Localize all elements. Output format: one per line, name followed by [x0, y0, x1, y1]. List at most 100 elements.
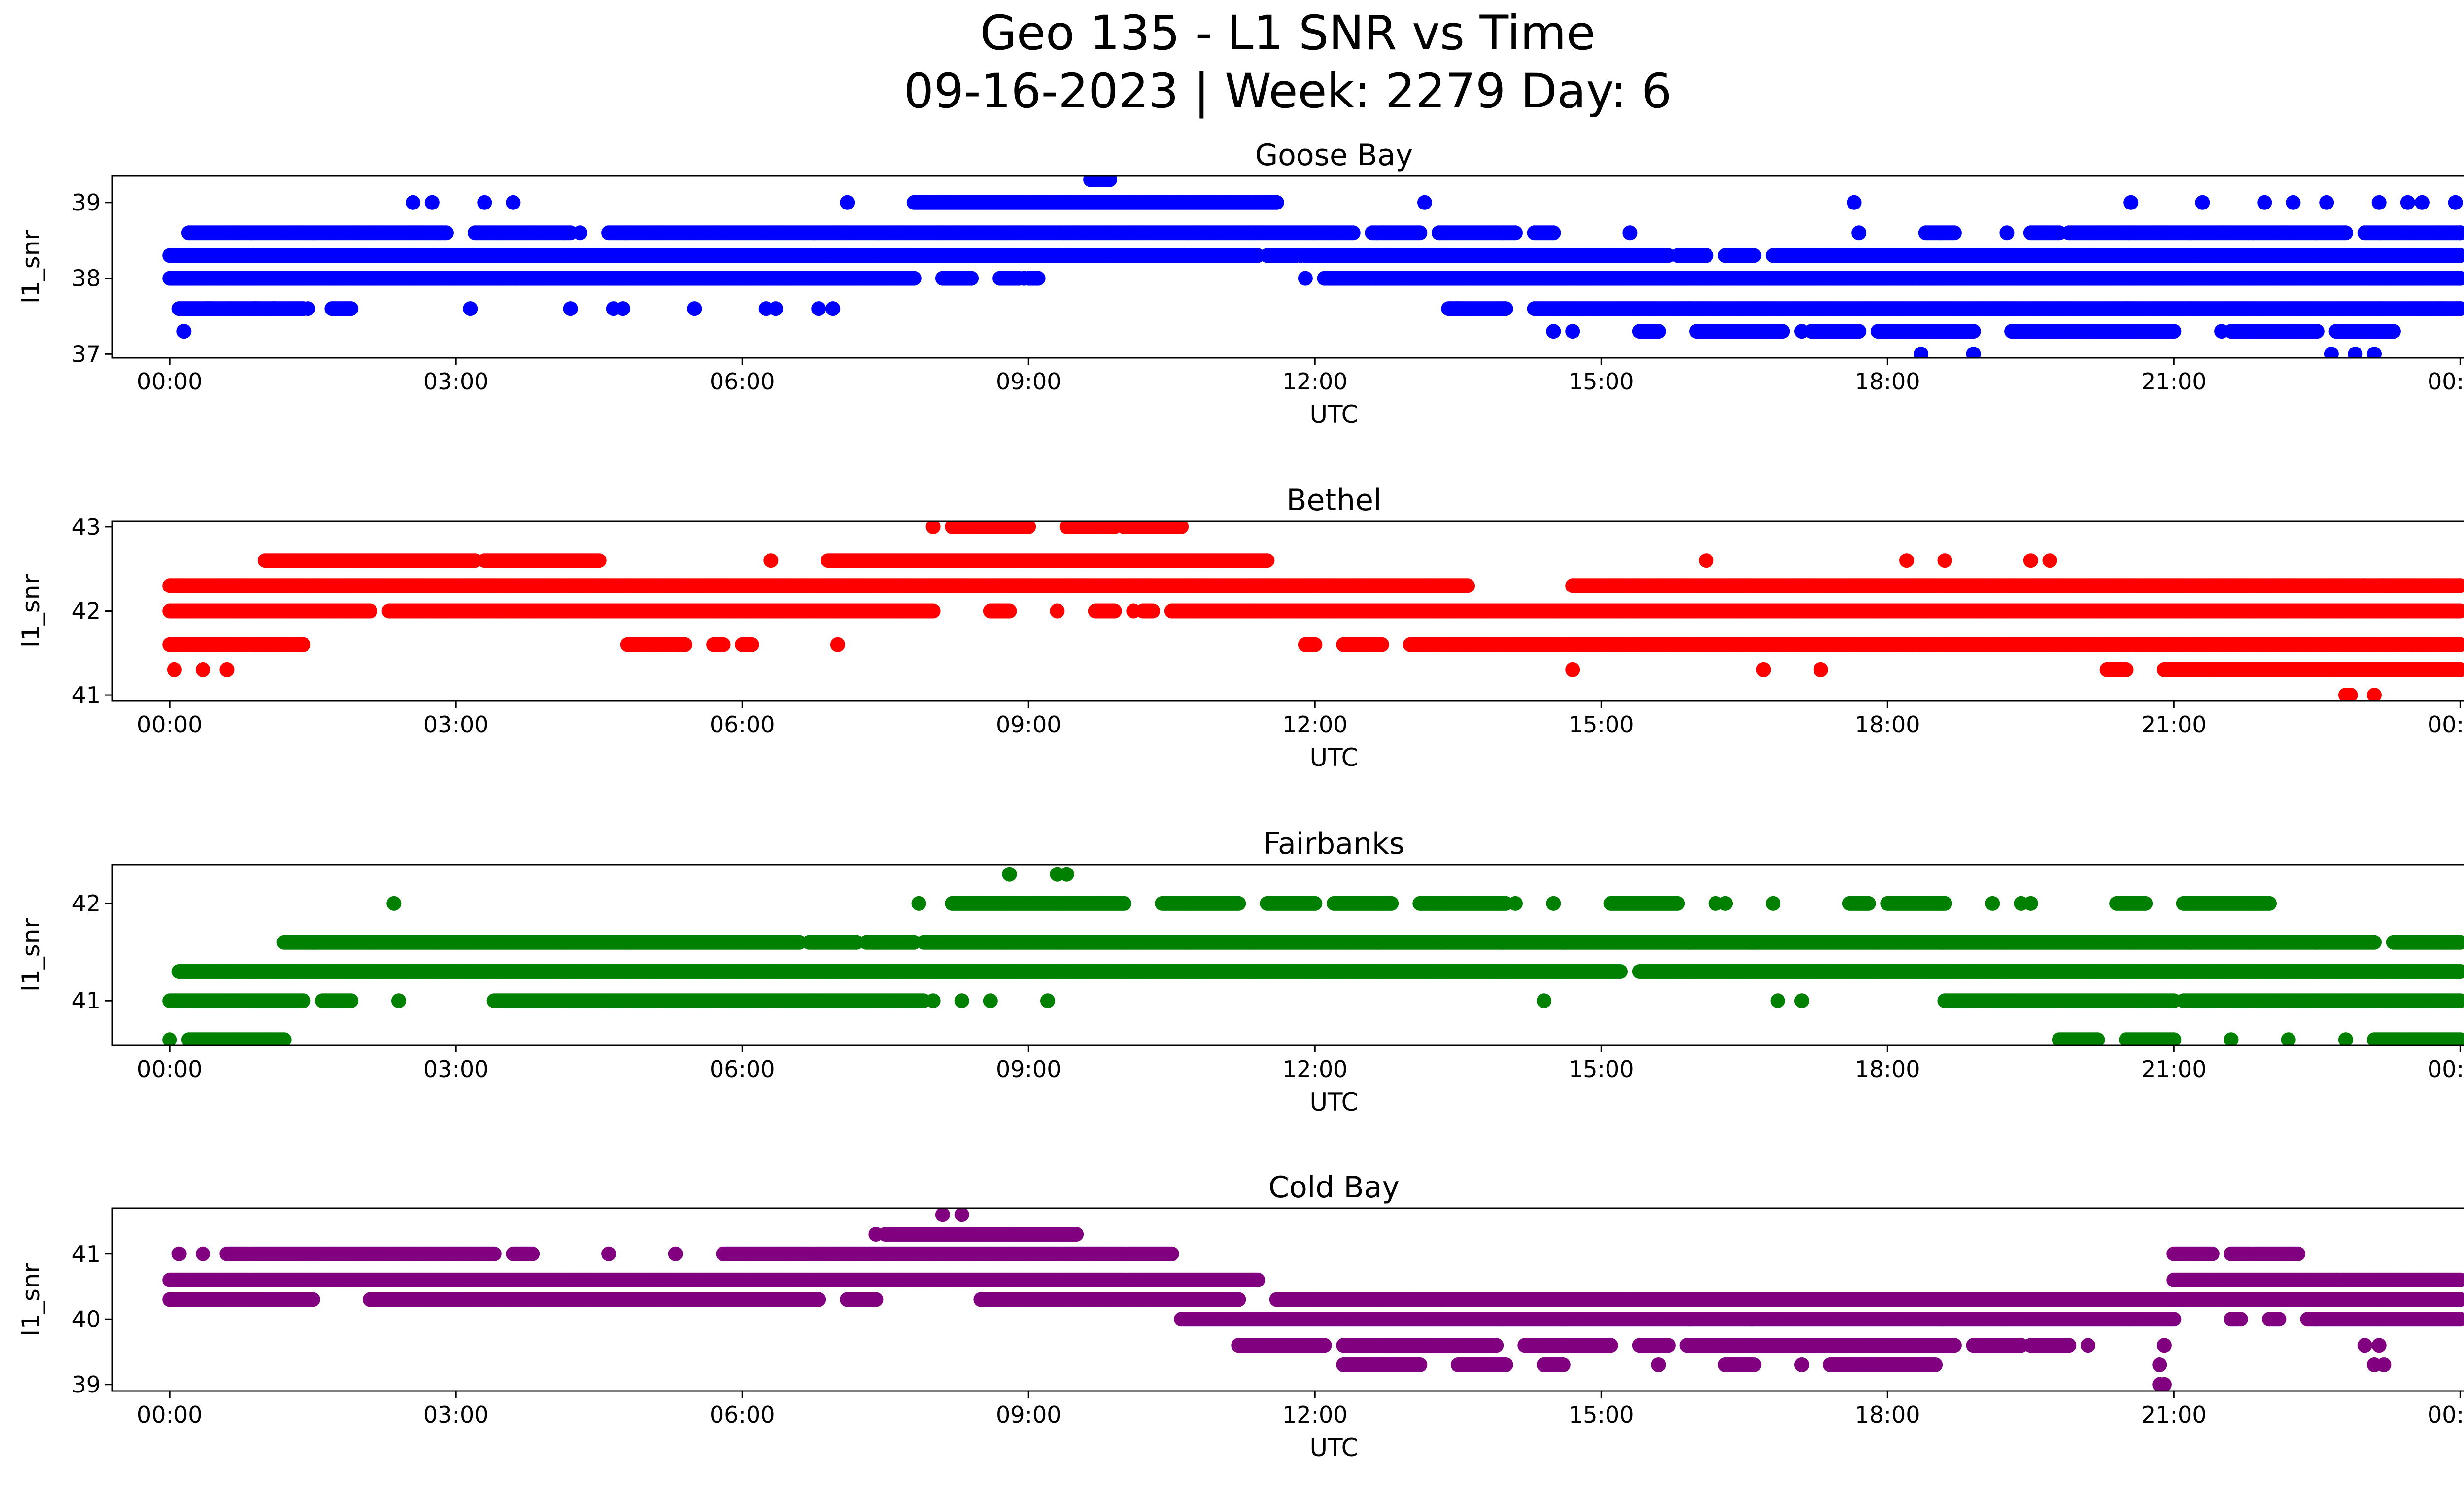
data-point: [1651, 324, 1666, 339]
data-point: [1293, 248, 1308, 263]
data-point: [1145, 603, 1160, 619]
data-point: [2386, 324, 2401, 339]
x-tick-label: 12:00: [1282, 368, 1348, 395]
data-point: [840, 195, 855, 210]
data-point: [1966, 347, 1981, 358]
data-point: [176, 324, 192, 339]
data-point: [1851, 324, 1867, 339]
panel-title: Goose Bay: [1255, 138, 1413, 173]
data-point: [2214, 324, 2229, 339]
panel-0: Goose Bay 00:00 03:00 06:00 09:00 12:00 15:00 1…: [17, 138, 2464, 429]
data-point: [925, 603, 941, 619]
x-tick-label: 09:00: [996, 368, 1061, 395]
x-tick-label: 00:00: [137, 368, 203, 395]
data-point: [1999, 225, 2015, 241]
data-point: [2195, 195, 2210, 210]
data-point: [248, 301, 263, 316]
x-tick-label: 00:00: [2428, 368, 2464, 395]
data-point: [1847, 195, 1862, 210]
data-point: [1102, 176, 1117, 187]
data-point: [1269, 195, 1284, 210]
data-point: [406, 195, 421, 210]
data-point: [2453, 271, 2464, 286]
data-point: [825, 301, 841, 316]
data-point: [687, 301, 702, 316]
data-point: [477, 195, 492, 210]
data-point: [424, 195, 440, 210]
data-point: [1794, 324, 1809, 339]
x-tick-label: 15:00: [1569, 368, 1634, 395]
data-point: [1775, 324, 1790, 339]
data-point: [362, 603, 377, 619]
data-point: [2286, 195, 2301, 210]
data-point: [616, 301, 631, 316]
data-point: [1417, 195, 1432, 210]
data-point: [1546, 225, 1561, 241]
data-point: [343, 301, 359, 316]
data-point: [1345, 225, 1361, 241]
point-band: [181, 225, 2464, 241]
data-point: [1951, 324, 1967, 339]
data-point: [811, 301, 826, 316]
data-point: [1450, 301, 1466, 316]
point-band: [162, 248, 2464, 263]
data-point: [1016, 271, 1031, 286]
scatter-points: [162, 521, 2464, 701]
data-point: [563, 301, 578, 316]
data-point: [267, 301, 282, 316]
data-point: [2348, 347, 2363, 358]
data-point: [2309, 324, 2325, 339]
x-tick-label: 18:00: [1855, 368, 1920, 395]
figure-title-line2: 09-16-2023 | Week: 2279 Day: 6: [904, 64, 1672, 119]
data-point: [439, 225, 454, 241]
point-band: [171, 301, 2464, 316]
data-point: [1565, 324, 1580, 339]
data-point: [2281, 324, 2296, 339]
data-point: [2123, 195, 2139, 210]
data-point: [573, 225, 587, 241]
data-point: [1966, 324, 1981, 339]
figure-title-line1: Geo 135 - L1 SNR vs Time: [980, 5, 1596, 61]
data-point: [1298, 271, 1313, 286]
data-point: [2257, 195, 2272, 210]
panels: Goose Bay 00:00 03:00 06:00 09:00 12:00 15:00 1…: [17, 138, 2464, 1462]
data-point: [768, 301, 783, 316]
point-band: [906, 195, 1284, 210]
scatter-points: [162, 176, 2464, 358]
axes-frame: [111, 175, 2464, 359]
y-tick-label: 38: [71, 265, 101, 292]
data-point: [2367, 347, 2382, 358]
data-point: [2319, 195, 2334, 210]
data-point: [1508, 225, 1523, 241]
data-point: [2166, 324, 2182, 339]
data-point: [1107, 603, 1122, 619]
data-point: [2371, 195, 2387, 210]
point-band: [162, 271, 2464, 286]
y-tick-label: 39: [71, 189, 101, 216]
data-point: [1030, 271, 1046, 286]
data-point: [2453, 301, 2464, 316]
data-point: [506, 195, 521, 210]
x-tick-label: 21:00: [2141, 368, 2207, 395]
y-axis-label: l1_snr: [17, 230, 45, 304]
data-point: [2400, 195, 2415, 210]
data-point: [1546, 324, 1561, 339]
data-point: [2147, 324, 2162, 339]
data-point: [463, 301, 478, 316]
data-point: [1622, 225, 1638, 241]
data-point: [964, 271, 979, 286]
data-point: [2448, 195, 2463, 210]
x-axis-label: UTC: [1309, 400, 1358, 429]
data-point: [906, 271, 922, 286]
point-singles: [176, 195, 2464, 358]
x-tick-label: 03:00: [423, 368, 489, 395]
data-point: [1947, 225, 1962, 241]
data-point: [2414, 195, 2430, 210]
data-point: [2243, 324, 2258, 339]
data-point: [1412, 225, 1428, 241]
data-point: [200, 301, 215, 316]
x-tick-label: 06:00: [710, 368, 775, 395]
